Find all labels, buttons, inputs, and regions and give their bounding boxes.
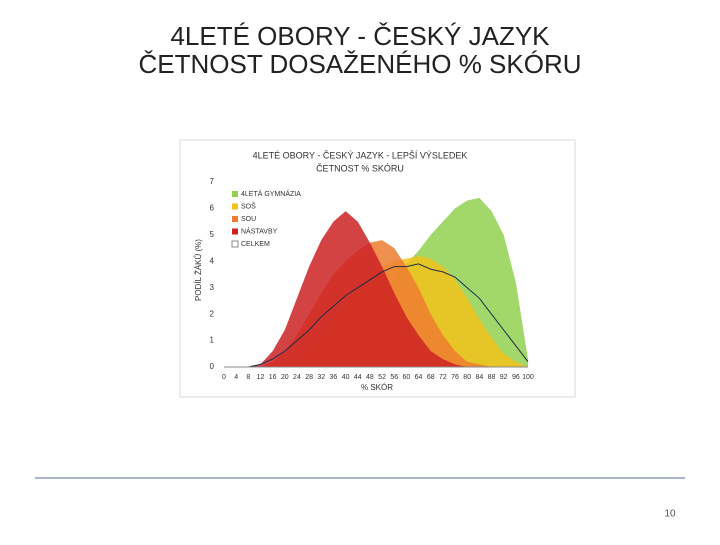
x-tick-label: 48 bbox=[366, 374, 374, 381]
x-tick-label: 56 bbox=[390, 374, 398, 381]
legend-label: SOŠ bbox=[241, 201, 256, 210]
x-tick-label: 0 bbox=[222, 374, 226, 381]
legend-box bbox=[229, 187, 311, 251]
x-tick-label: 8 bbox=[246, 374, 250, 381]
y-tick-label: 4 bbox=[210, 256, 215, 265]
x-tick-label: 28 bbox=[305, 374, 313, 381]
legend-swatch bbox=[232, 216, 238, 222]
x-tick-label: 52 bbox=[378, 374, 386, 381]
legend-label: 4LETÁ GYMNÁZIA bbox=[241, 189, 301, 198]
x-tick-label: 92 bbox=[500, 374, 508, 381]
x-tick-label: 60 bbox=[403, 374, 411, 381]
x-axis-label: % SKÓR bbox=[361, 383, 393, 392]
legend-swatch bbox=[232, 191, 238, 197]
y-tick-label: 6 bbox=[210, 204, 215, 213]
y-tick-label: 5 bbox=[210, 230, 215, 239]
slide-title: 4LETÉ OBORY - ČESKÝ JAZYK bbox=[170, 21, 550, 51]
chart-title: ČETNOST % SKÓRU bbox=[316, 163, 404, 173]
legend-swatch bbox=[232, 228, 238, 235]
x-tick-label: 4 bbox=[234, 374, 238, 381]
x-tick-label: 40 bbox=[342, 374, 350, 381]
legend-label: CELKEM bbox=[241, 241, 270, 248]
legend-swatch bbox=[232, 203, 238, 210]
y-tick-label: 3 bbox=[210, 283, 215, 292]
slide-title: ČETNOST DOSAŽENÉHO % SKÓRU bbox=[138, 49, 581, 79]
x-tick-label: 72 bbox=[439, 374, 447, 381]
chart-title: 4LETÉ OBORY - ČESKÝ JAZYK - LEPŠÍ VÝSLED… bbox=[253, 150, 468, 160]
x-tick-label: 12 bbox=[257, 374, 265, 381]
x-tick-label: 68 bbox=[427, 374, 435, 381]
x-tick-label: 32 bbox=[317, 374, 325, 381]
x-tick-label: 36 bbox=[330, 374, 338, 381]
x-tick-label: 20 bbox=[281, 374, 289, 381]
x-tick-label: 88 bbox=[488, 374, 496, 381]
x-tick-label: 76 bbox=[451, 374, 459, 381]
y-tick-label: 7 bbox=[210, 177, 215, 186]
x-tick-label: 80 bbox=[463, 374, 471, 381]
legend-swatch bbox=[231, 240, 239, 248]
legend-label: SOU bbox=[241, 216, 256, 223]
y-tick-label: 2 bbox=[210, 309, 215, 318]
x-tick-label: 84 bbox=[475, 374, 483, 381]
x-tick-label: 96 bbox=[512, 374, 520, 381]
line bbox=[224, 263, 529, 368]
area bbox=[224, 211, 528, 367]
x-tick-label: 24 bbox=[293, 374, 301, 381]
y-tick-label: 1 bbox=[210, 336, 215, 345]
x-tick-label: 100 bbox=[522, 374, 534, 381]
x-tick-label: 16 bbox=[269, 374, 277, 381]
legend-label: NÁSTAVBY bbox=[241, 226, 278, 235]
x-tick-label: 44 bbox=[354, 374, 362, 381]
x-tick-label: 64 bbox=[415, 374, 423, 381]
page-number: 10 bbox=[664, 509, 676, 520]
y-axis-label: PODÍL ŽÁKŮ (%) bbox=[194, 239, 203, 301]
y-tick-label: 0 bbox=[210, 362, 215, 371]
